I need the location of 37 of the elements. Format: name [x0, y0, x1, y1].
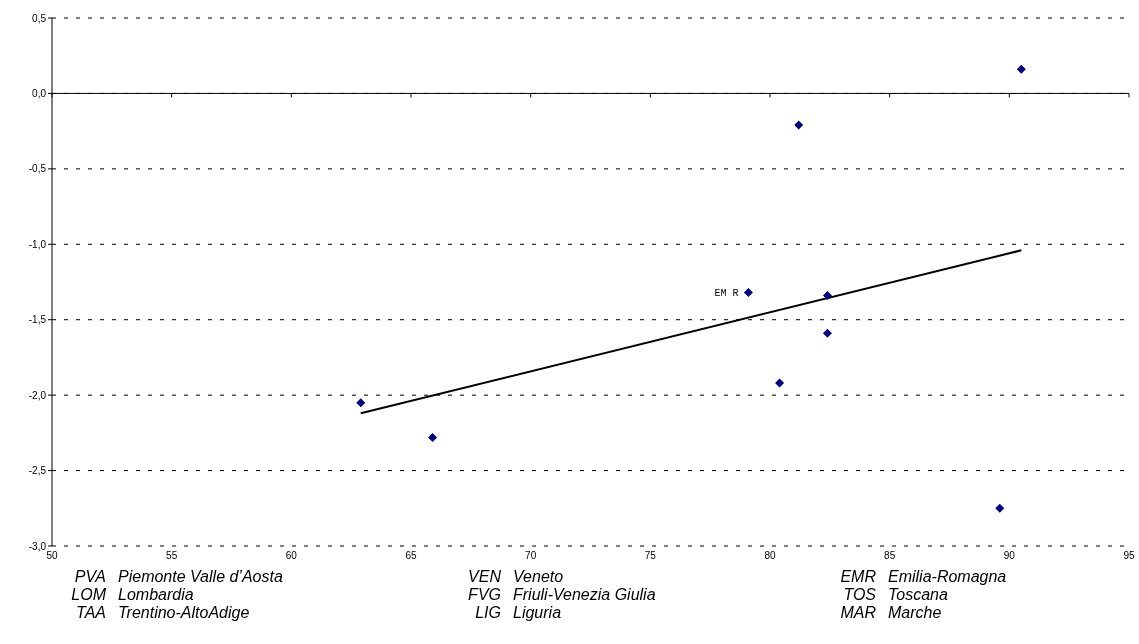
y-tick-label: -0,5 — [28, 163, 47, 175]
x-tick-label: 60 — [285, 550, 298, 562]
point — [822, 291, 832, 301]
text: FVG Friuli-Venezia Giulia — [467, 586, 656, 604]
text: LIG Liguria — [474, 604, 562, 622]
x-tick-label: 55 — [166, 550, 178, 562]
point — [356, 398, 366, 408]
annotation: EM R — [714, 288, 739, 300]
x-tick-label: 70 — [525, 550, 537, 562]
y-tick-label: 0,5 — [32, 12, 47, 24]
x-tick-label: 50 — [46, 550, 58, 562]
text: LOM Lombardia — [70, 586, 194, 604]
point — [775, 378, 785, 388]
y-tick-label: -3,0 — [28, 540, 47, 552]
text: PVA Piemonte Valle d’Aosta — [73, 568, 283, 586]
point — [428, 432, 438, 442]
x-tick-label: 95 — [1123, 550, 1135, 562]
x-tick-label: 75 — [644, 550, 657, 562]
text: MAR Marche — [839, 604, 942, 622]
text: TAA Trentino-AltoAdige — [75, 604, 250, 622]
point — [794, 120, 804, 130]
x-tick-label: 90 — [1003, 550, 1016, 562]
y-tick-label: 0,0 — [32, 87, 47, 99]
point — [743, 288, 753, 298]
point — [995, 503, 1005, 513]
x-tick-label: 65 — [405, 550, 417, 562]
y-tick-label: -1,0 — [28, 238, 47, 250]
text: TOS Toscana — [842, 586, 948, 604]
point — [1016, 64, 1026, 74]
x-tick-label: 80 — [764, 550, 776, 562]
point — [822, 328, 832, 338]
y-tick-label: -1,5 — [28, 314, 47, 326]
y-tick-label: -2,0 — [28, 389, 47, 401]
text: EMR Emilia-Romagna — [839, 568, 1007, 586]
x-tick-label: 85 — [884, 550, 896, 562]
text: VEN Veneto — [467, 568, 564, 586]
y-tick-label: -2,5 — [28, 465, 47, 477]
